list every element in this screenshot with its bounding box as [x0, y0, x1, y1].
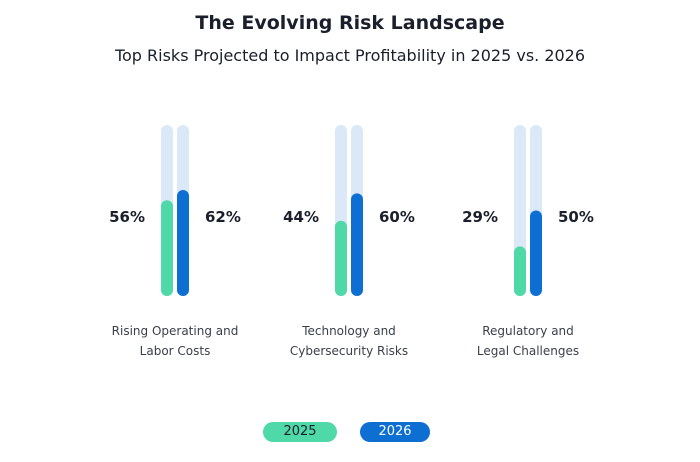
value-label-2026-2: 50%: [558, 208, 594, 226]
category-label-0-line-0: Rising Operating and: [112, 324, 239, 338]
bar-2025-0: [161, 200, 173, 296]
chart-title: The Evolving Risk Landscape: [195, 12, 505, 34]
bar-2026-2: [530, 210, 542, 296]
chart-subtitle: Top Risks Projected to Impact Profitabil…: [114, 46, 586, 65]
value-label-2025-1: 44%: [283, 208, 319, 226]
bar-2026-0: [177, 189, 189, 296]
legend-item-2026: 2026: [360, 422, 430, 442]
value-label-2026-1: 60%: [379, 208, 415, 226]
category-label-2-line-1: Legal Challenges: [477, 344, 579, 358]
bar-2025-1: [335, 220, 347, 296]
value-label-2026-0: 62%: [205, 208, 241, 226]
legend-item-2025: 2025: [263, 422, 337, 442]
category-label-0-line-1: Labor Costs: [140, 344, 211, 358]
value-label-2025-0: 56%: [109, 208, 145, 226]
category-label-2-line-0: Regulatory and: [482, 324, 574, 338]
category-label-1-line-0: Technology and: [301, 324, 396, 338]
bar-2026-1: [351, 193, 363, 296]
bar-2025-2: [514, 246, 526, 296]
category-label-1-line-1: Cybersecurity Risks: [290, 344, 408, 358]
value-label-2025-2: 29%: [462, 208, 498, 226]
